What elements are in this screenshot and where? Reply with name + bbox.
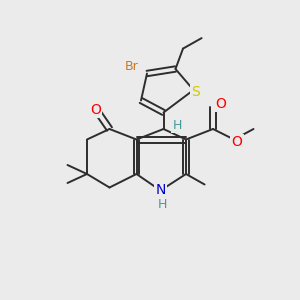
Text: O: O [215,97,226,111]
Text: H: H [172,119,182,132]
Text: S: S [190,85,200,99]
Text: Br: Br [124,60,138,74]
Text: H: H [157,197,167,211]
Text: O: O [232,136,242,149]
Text: O: O [90,103,101,116]
Text: N: N [155,184,166,197]
